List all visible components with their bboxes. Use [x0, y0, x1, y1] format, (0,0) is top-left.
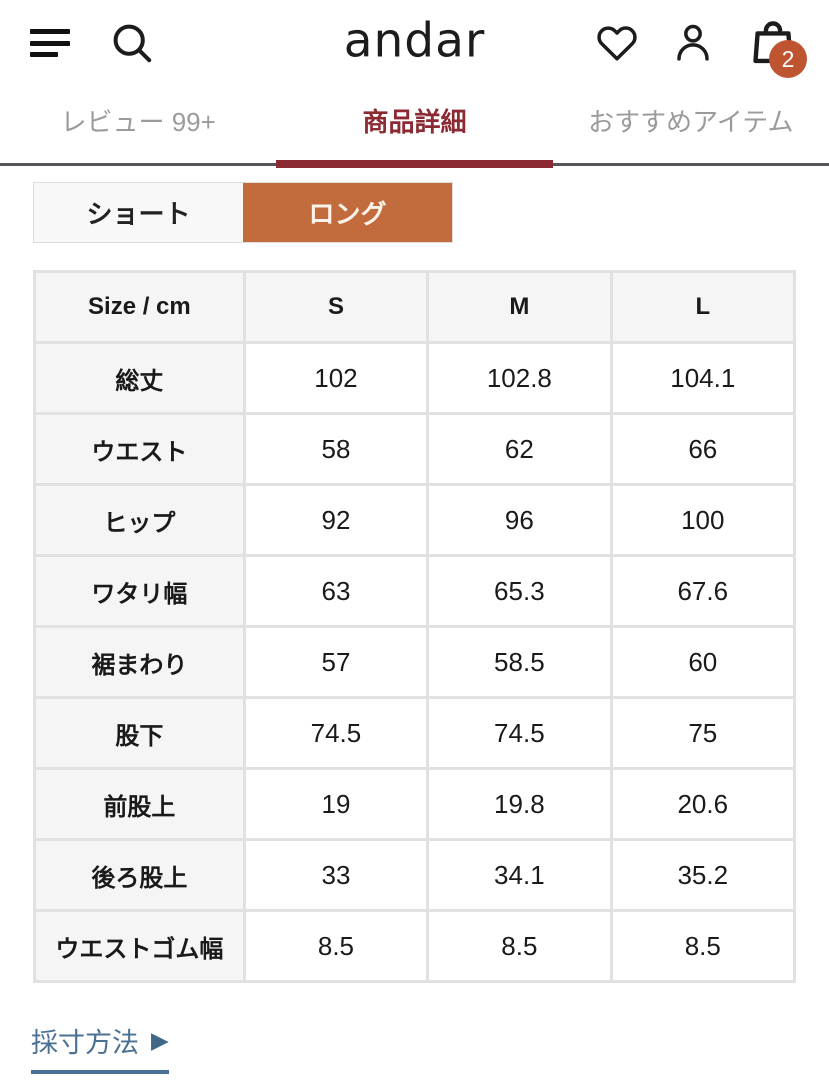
size-value: 33	[242, 838, 430, 912]
size-value: 96	[426, 483, 613, 557]
col-header-l: L	[609, 270, 797, 344]
col-header-m: M	[426, 270, 613, 344]
row-label: ウエスト	[33, 412, 246, 486]
length-toggle-row: ショート ロング	[33, 182, 829, 243]
size-value: 74.5	[242, 696, 430, 770]
size-value: 8.5	[242, 909, 430, 983]
col-header-s: S	[242, 270, 430, 344]
section-tabbar: レビュー 99+ 商品詳細 おすすめアイテム	[0, 86, 829, 168]
toggle-long-button[interactable]: ロング	[243, 183, 452, 242]
col-header-size-cm: Size / cm	[33, 270, 246, 344]
size-value: 58.5	[426, 625, 613, 699]
size-value: 74.5	[426, 696, 613, 770]
size-value: 60	[609, 625, 797, 699]
size-table-header-row: Size / cm S M L	[33, 270, 797, 344]
size-value: 19	[242, 767, 430, 841]
size-value: 104.1	[609, 341, 797, 415]
size-value: 58	[242, 412, 430, 486]
row-label: ワタリ幅	[33, 554, 246, 628]
account-person-icon[interactable]	[673, 21, 713, 65]
size-value: 35.2	[609, 838, 797, 912]
row-label: 前股上	[33, 767, 246, 841]
table-row: ウエスト 58 62 66	[33, 412, 797, 486]
size-value: 67.6	[609, 554, 797, 628]
size-value: 34.1	[426, 838, 613, 912]
size-chart-table: Size / cm S M L 総丈 102 102.8 104.1 ウエスト 58 62 6…	[33, 270, 797, 983]
cart-count-badge: 2	[769, 40, 807, 78]
table-row: 後ろ股上 33 34.1 35.2	[33, 838, 797, 912]
row-label: 股下	[33, 696, 246, 770]
row-label: ヒップ	[33, 483, 246, 557]
size-value: 19.8	[426, 767, 613, 841]
size-value: 102.8	[426, 341, 613, 415]
size-value: 62	[426, 412, 613, 486]
table-row: ワタリ幅 63 65.3 67.6	[33, 554, 797, 628]
cart-bag-icon[interactable]: 2	[747, 18, 807, 78]
row-label: 総丈	[33, 341, 246, 415]
size-value: 92	[242, 483, 430, 557]
table-row: 股下 74.5 74.5 75	[33, 696, 797, 770]
search-icon[interactable]	[108, 19, 156, 67]
tab-reviews[interactable]: レビュー 99+	[0, 86, 276, 163]
row-label: 裾まわり	[33, 625, 246, 699]
row-label: 後ろ股上	[33, 838, 246, 912]
size-value: 100	[609, 483, 797, 557]
tab-product-details[interactable]: 商品詳細	[276, 86, 553, 168]
right-triangle-icon: ▶	[151, 1027, 169, 1053]
size-value: 102	[242, 341, 430, 415]
table-row: ヒップ 92 96 100	[33, 483, 797, 557]
measurement-method-label: 採寸方法	[31, 1028, 139, 1058]
size-value: 63	[242, 554, 430, 628]
measurement-method-link[interactable]: 採寸方法 ▶	[31, 1021, 169, 1074]
wishlist-heart-icon[interactable]	[595, 22, 639, 64]
size-value: 57	[242, 625, 430, 699]
brand-logo[interactable]: andar	[343, 13, 486, 69]
size-value: 65.3	[426, 554, 613, 628]
size-value: 8.5	[609, 909, 797, 983]
length-toggle-group: ショート ロング	[33, 182, 453, 243]
tab-recommended-items[interactable]: おすすめアイテム	[553, 86, 829, 163]
table-row: ウエストゴム幅 8.5 8.5 8.5	[33, 909, 797, 983]
size-value: 20.6	[609, 767, 797, 841]
app-header: andar 2	[0, 0, 829, 86]
table-row: 前股上 19 19.8 20.6	[33, 767, 797, 841]
toggle-short-button[interactable]: ショート	[34, 183, 243, 242]
table-row: 総丈 102 102.8 104.1	[33, 341, 797, 415]
size-table-body: 総丈 102 102.8 104.1 ウエスト 58 62 66 ヒップ 92 96 100 ワタリ幅 6…	[33, 341, 797, 983]
hamburger-menu-icon[interactable]	[30, 27, 70, 59]
size-value: 8.5	[426, 909, 613, 983]
size-value: 75	[609, 696, 797, 770]
table-row: 裾まわり 57 58.5 60	[33, 625, 797, 699]
size-value: 66	[609, 412, 797, 486]
row-label: ウエストゴム幅	[33, 909, 246, 983]
